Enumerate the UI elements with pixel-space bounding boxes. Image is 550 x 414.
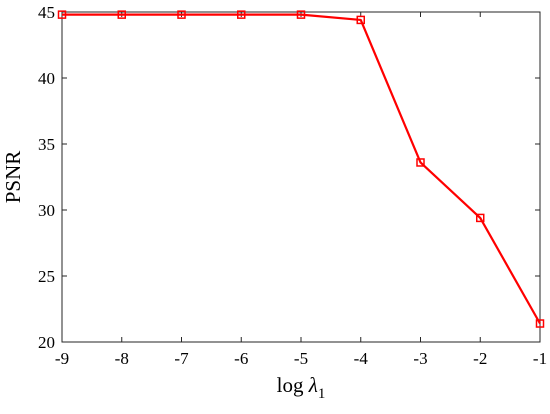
y-tick-label: 40 <box>38 69 55 88</box>
series-line <box>62 13 541 325</box>
x-axis-label-text: log <box>277 373 309 397</box>
data-point <box>57 10 67 19</box>
data-point <box>535 319 545 328</box>
x-tick-label: -2 <box>473 349 487 368</box>
x-axis-label-symbol: λ <box>308 373 318 397</box>
x-axis-label: log λ1 <box>277 373 326 402</box>
y-tick-label: 20 <box>38 333 55 352</box>
x-tick-label: -4 <box>354 349 369 368</box>
data-point <box>416 158 425 167</box>
data-point <box>476 213 485 223</box>
x-tick-label: -5 <box>294 349 308 368</box>
y-tick-label: 25 <box>38 267 55 286</box>
data-point <box>296 10 306 19</box>
data-point <box>177 10 186 19</box>
data-point <box>237 10 246 19</box>
x-axis-label-subscript: 1 <box>318 386 326 402</box>
x-axis: -9 -8 -7 -6 -5 -4 -3 -2 -1 <box>55 12 547 368</box>
x-tick-label: -7 <box>174 349 189 368</box>
y-axis-label: PSNR <box>1 151 25 204</box>
x-tick-label: -8 <box>115 349 129 368</box>
x-tick-label: -6 <box>234 349 248 368</box>
x-tick-label: -1 <box>533 349 547 368</box>
x-tick-label: -3 <box>413 349 427 368</box>
x-tick-label: -9 <box>55 349 69 368</box>
y-tick-label: 45 <box>38 3 55 22</box>
plot-area <box>61 11 541 343</box>
data-point <box>117 10 126 19</box>
y-tick-label: 30 <box>38 201 55 220</box>
series-layer <box>57 10 545 328</box>
y-tick-label: 35 <box>38 135 55 154</box>
y-axis: 20 25 30 35 40 45 <box>38 3 540 352</box>
data-point <box>356 15 365 25</box>
plot-frame <box>61 11 541 343</box>
